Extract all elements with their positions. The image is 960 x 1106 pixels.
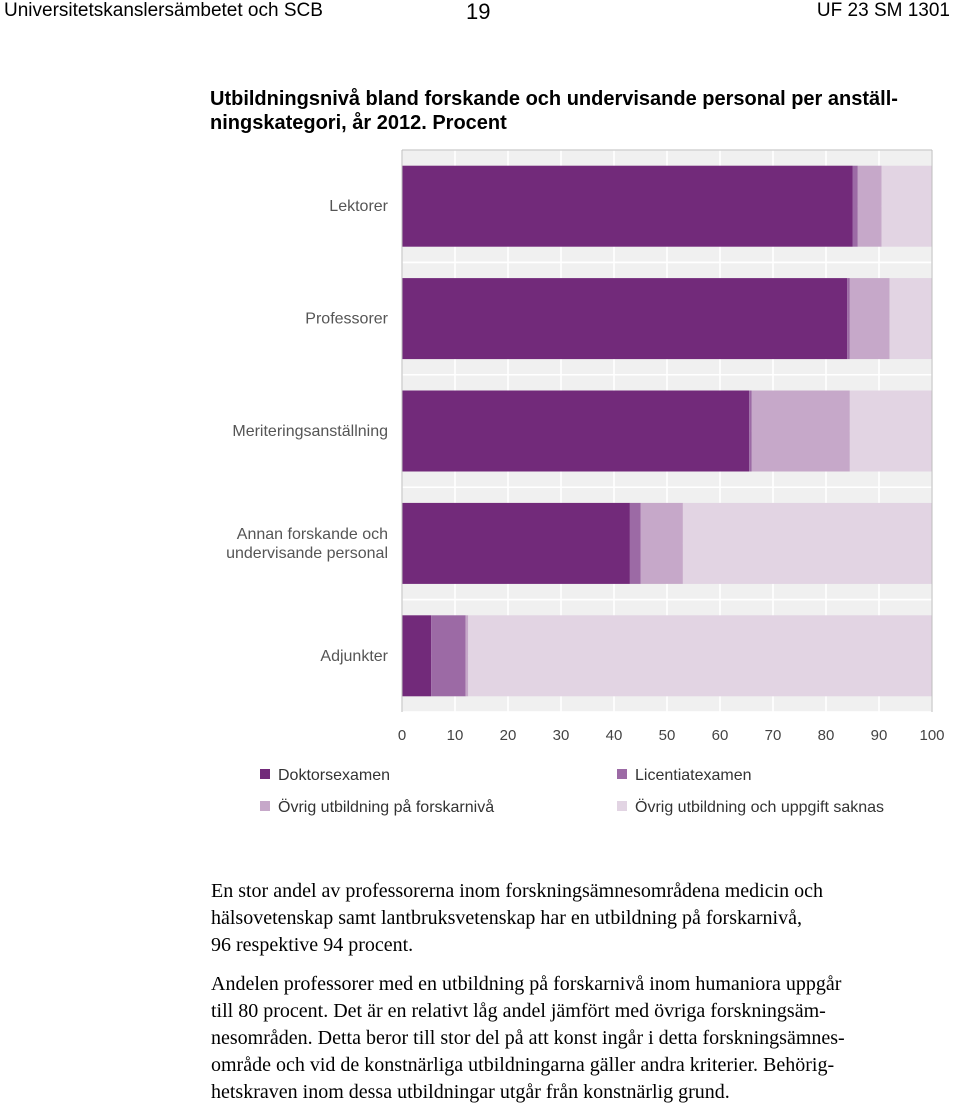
legend-item-licentiatexamen: Licentiatexamen bbox=[617, 767, 752, 785]
bar-segment bbox=[682, 502, 932, 584]
legend-label: Licentiatexamen bbox=[635, 767, 752, 784]
x-tick-label: 0 bbox=[398, 727, 406, 744]
bar-segment bbox=[402, 390, 750, 472]
x-tick-label: 20 bbox=[500, 727, 517, 744]
bar-segment bbox=[465, 615, 469, 697]
x-tick-label: 10 bbox=[447, 727, 464, 744]
bar-segment bbox=[468, 615, 932, 697]
bar-segment bbox=[847, 278, 850, 360]
x-tick-label: 90 bbox=[871, 727, 888, 744]
x-tick-label: 30 bbox=[553, 727, 570, 744]
category-label: Lektorer bbox=[329, 198, 388, 215]
body-paragraph: Andelen professorer med en utbildning på… bbox=[211, 973, 845, 1103]
bar-segment bbox=[402, 278, 848, 360]
bar-segment bbox=[402, 615, 432, 697]
bar-segment bbox=[751, 390, 850, 472]
stacked-bar-chart: Lektorer Professorer Meriteringsanställnin… bbox=[226, 149, 945, 744]
legend-swatch bbox=[260, 769, 270, 779]
bar-segment bbox=[402, 165, 853, 247]
x-tick-label: 80 bbox=[818, 727, 835, 744]
legend-swatch bbox=[617, 769, 627, 779]
category-label: Professorer bbox=[305, 311, 388, 328]
x-tick-label: 40 bbox=[606, 727, 623, 744]
x-tick-label: 50 bbox=[659, 727, 676, 744]
legend-label: Doktorsexamen bbox=[278, 767, 391, 784]
bar-segment bbox=[857, 165, 882, 247]
bar-segment bbox=[881, 165, 932, 247]
bar-segment bbox=[640, 502, 683, 584]
x-tick-label: 60 bbox=[712, 727, 729, 744]
x-tick-label: 100 bbox=[919, 727, 944, 744]
category-label: Meriteringsanställning bbox=[232, 423, 388, 440]
legend-swatch bbox=[260, 801, 270, 811]
legend-label: Övrig utbildning på forskarnivå bbox=[278, 799, 495, 816]
legend-item-ovrig-saknas: Övrig utbildning och uppgift saknas bbox=[617, 799, 884, 817]
bar-segment bbox=[889, 278, 932, 360]
category-label: Annan forskande och undervisande personal bbox=[226, 526, 388, 562]
bar-segment bbox=[849, 390, 932, 472]
bar-segment bbox=[849, 278, 890, 360]
bar-segment bbox=[402, 502, 630, 584]
legend-label: Övrig utbildning och uppgift saknas bbox=[635, 799, 885, 816]
x-tick-label: 70 bbox=[765, 727, 782, 744]
bar-segment bbox=[749, 390, 752, 472]
legend-swatch bbox=[617, 801, 627, 811]
body-paragraph: En stor andel av professorerna inom fors… bbox=[211, 880, 824, 956]
bar-segment bbox=[431, 615, 466, 697]
bar-segment bbox=[629, 502, 641, 584]
bar-segment bbox=[852, 165, 858, 247]
report-code: UF 23 SM 1301 bbox=[816, 0, 950, 21]
page-number: 19 bbox=[466, 0, 491, 24]
legend-item-ovrig-forskarniva: Övrig utbildning på forskarnivå bbox=[260, 799, 494, 817]
category-label: Adjunkter bbox=[320, 648, 388, 665]
header-publisher: Universitetskanslersämbetet och SCB bbox=[4, 0, 323, 21]
chart-title: Utbildningsnivå bland forskande och unde… bbox=[210, 88, 898, 134]
legend-item-doktorsexamen: Doktorsexamen bbox=[260, 767, 390, 785]
